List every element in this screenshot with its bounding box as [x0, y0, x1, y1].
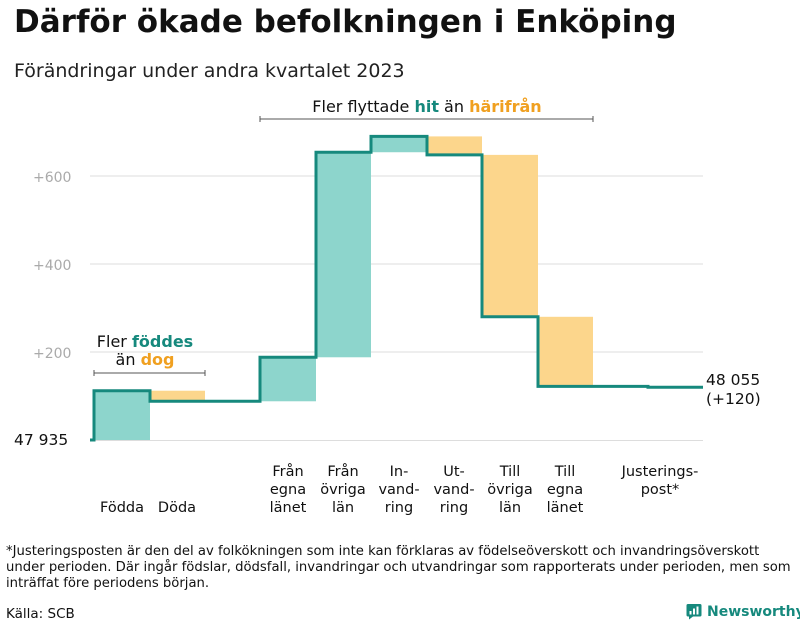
end-value-label: 48 055: [706, 371, 760, 389]
annotation-births: Fler föddes: [97, 332, 193, 351]
annotation-deaths: än dog: [116, 350, 175, 369]
category-label: Justerings-post*: [621, 464, 699, 498]
newsworthy-logo-icon: [686, 604, 702, 620]
bar-utvandring: [427, 136, 482, 155]
bar-till-egna-länet: [538, 316, 593, 387]
category-label: Från övriga län: [320, 463, 366, 516]
y-tick-label: +400: [33, 258, 71, 274]
waterfall-chart: +200 +400 +600 Födda Döda Från egna länet Från öv…: [14, 97, 761, 516]
brand-name: Newsworthy: [707, 603, 800, 620]
start-value-label: 47 935: [14, 431, 68, 449]
chart-subtitle: Förändringar under andra kvartalet 2023: [14, 60, 405, 82]
bar-till-övriga-län: [482, 154, 538, 317]
footnote: *Justeringsposten är den del av folkökni…: [6, 544, 791, 591]
category-label: Födda: [100, 500, 144, 516]
category-label: In-vand-ring: [378, 464, 419, 516]
end-change-label: (+120): [706, 390, 761, 408]
category-label: Ut-vand-ring: [433, 464, 474, 516]
brand-logo: Newsworthy: [686, 603, 800, 620]
bar-från-övriga-län: [316, 152, 371, 358]
cumulative-step-line: [90, 134, 703, 442]
bar-födda: [94, 390, 150, 440]
category-label: Från egna länet: [270, 463, 307, 516]
annotation-migration: Fler flyttade hit än härifrån: [312, 97, 541, 116]
category-label: Döda: [158, 500, 196, 516]
source-note: Källa: SCB: [6, 606, 75, 622]
bar-döda: [150, 390, 205, 402]
category-label: Till övriga län: [487, 464, 533, 516]
category-label: Till egna länet: [547, 464, 584, 516]
bar-från-egna-länet: [260, 357, 316, 402]
bar-invandring: [371, 136, 427, 153]
y-tick-label: +600: [33, 170, 71, 186]
chart-title: Därför ökade befolkningen i Enköping: [14, 4, 677, 40]
y-tick-label: +200: [33, 346, 71, 362]
